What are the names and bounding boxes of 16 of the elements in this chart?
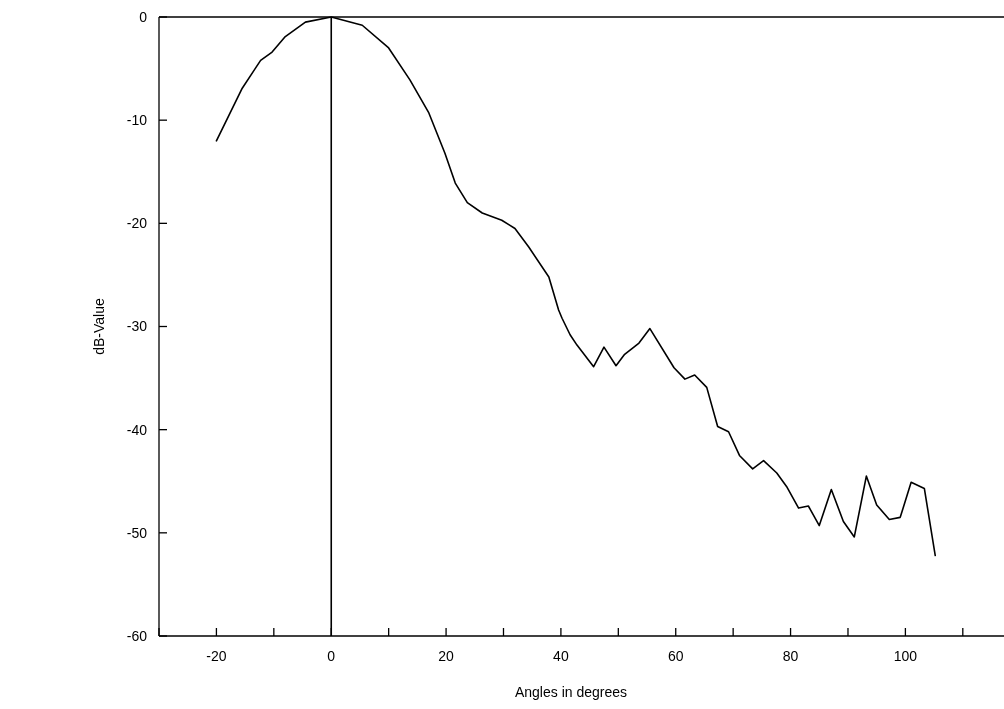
y-axis-title: dB-Value — [91, 298, 107, 355]
y-tick-label: -10 — [126, 112, 148, 129]
y-tick-label: -20 — [126, 215, 148, 232]
x-axis-title: Angles in degrees — [514, 684, 628, 700]
y-tick-label: 0 — [139, 8, 148, 25]
y-tick-label: -50 — [126, 524, 148, 541]
x-tick-label: 60 — [667, 648, 684, 664]
x-tick-label: 40 — [553, 648, 569, 664]
x-tick-label: 20 — [438, 648, 455, 664]
y-tick-label: -30 — [126, 318, 148, 335]
x-tick-label: 80 — [782, 648, 799, 664]
x-tick-label: 0 — [327, 648, 336, 664]
y-tick-label: -40 — [126, 421, 148, 438]
x-tick-label: -20 — [206, 648, 227, 664]
x-tick-label: 100 — [893, 648, 918, 664]
y-tick-label: -60 — [126, 627, 148, 644]
